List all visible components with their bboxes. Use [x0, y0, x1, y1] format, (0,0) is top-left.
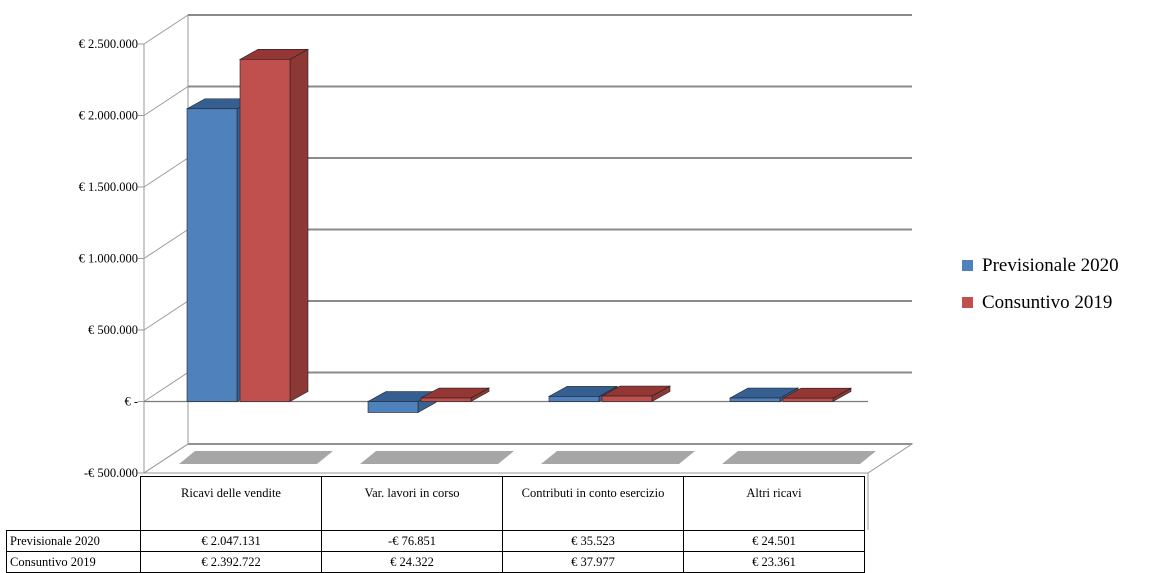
floor-layer — [142, 443, 914, 530]
data-table-row-label: Previsionale 2020 — [6, 530, 141, 552]
bar-front — [186, 108, 238, 402]
y-tick-label: € 500.000 — [88, 323, 138, 337]
legend-swatch-previsionale — [962, 260, 973, 271]
data-table-category: Ricavi delle vendite — [140, 476, 322, 531]
bar-side — [289, 48, 309, 403]
data-table-row-consuntivo: Consuntivo 2019 € 2.392.722 € 24.322 € 3… — [6, 551, 865, 573]
bar-consuntivo — [419, 387, 491, 403]
y-tick-label: € 1.000.000 — [79, 252, 138, 266]
bar-consuntivo — [600, 385, 672, 403]
legend-item-previsionale: Previsionale 2020 — [962, 247, 1119, 284]
data-table-category: Var. lavori in corso — [321, 476, 503, 531]
bar-front — [420, 397, 472, 402]
floor-shadow — [179, 451, 333, 464]
data-table-cell: € 24.322 — [321, 551, 503, 573]
bar-consuntivo — [781, 387, 853, 403]
y-tick-label: € 1.500.000 — [79, 180, 138, 194]
gridline-side — [143, 229, 189, 259]
data-table-cell: € 24.501 — [683, 530, 865, 552]
data-table: Ricavi delle vendite Var. lavori in cors… — [6, 476, 865, 573]
legend-label-previsionale: Previsionale 2020 — [982, 254, 1119, 276]
floor-shadow — [541, 451, 695, 464]
bar-previsionale — [366, 390, 438, 413]
data-table-cell: € 2.047.131 — [140, 530, 322, 552]
gridline-side — [143, 372, 189, 402]
floor-shadow — [360, 451, 514, 464]
data-table-category: Contributi in conto esercizio — [502, 476, 684, 531]
floor-plane — [142, 443, 914, 474]
data-table-category: Altri ricavi — [683, 476, 865, 531]
gridline-side — [143, 86, 189, 116]
bar-front — [548, 396, 600, 402]
bar-front — [782, 397, 834, 402]
data-table-cell: € 23.361 — [683, 551, 865, 573]
legend-swatch-consuntivo — [962, 297, 973, 308]
floor-shadow — [722, 451, 876, 464]
bar-front — [367, 401, 419, 413]
y-tick-label: € 2.000.000 — [79, 109, 138, 123]
legend-label-consuntivo: Consuntivo 2019 — [982, 291, 1113, 313]
data-table-header-row: Ricavi delle vendite Var. lavori in cors… — [6, 476, 865, 531]
bar-front — [601, 395, 653, 402]
y-tick-label: € - — [124, 395, 138, 409]
gridline-side — [143, 157, 189, 188]
gridline-side — [143, 300, 189, 331]
y-axis-ticks: € 2.500.000 € 2.000.000 € 1.500.000 € 1.000… — [79, 37, 138, 480]
bars-layer — [185, 48, 853, 413]
data-table-cell: -€ 76.851 — [321, 530, 503, 552]
data-table-cell: € 37.977 — [502, 551, 684, 573]
y-tick-label: € 2.500.000 — [79, 37, 138, 51]
data-table-cell: € 35.523 — [502, 530, 684, 552]
bar-consuntivo — [238, 48, 310, 403]
gridline-side — [143, 14, 189, 45]
data-table-cell: € 2.392.722 — [140, 551, 322, 573]
legend-item-consuntivo: Consuntivo 2019 — [962, 284, 1119, 321]
data-table-corner — [6, 476, 141, 531]
bar-front — [729, 397, 781, 402]
bar-front — [239, 59, 291, 402]
legend: Previsionale 2020 Consuntivo 2019 — [962, 247, 1119, 321]
data-table-row-previsionale: Previsionale 2020 € 2.047.131 -€ 76.851 … — [6, 530, 865, 552]
data-table-row-label: Consuntivo 2019 — [6, 551, 141, 573]
